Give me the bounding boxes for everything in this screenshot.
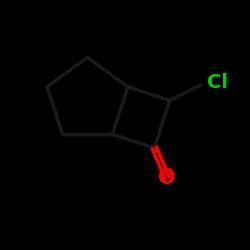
Text: O: O — [158, 168, 176, 188]
Text: Cl: Cl — [207, 73, 228, 92]
